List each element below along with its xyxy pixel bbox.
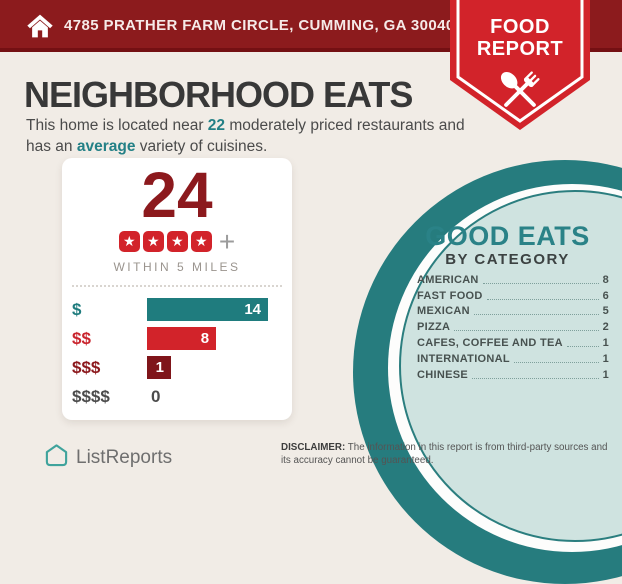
disclaimer-label: DISCLAIMER: (281, 442, 346, 453)
brand-name: ListReports (76, 447, 173, 468)
star-rating: ★ ★ ★ ★ + (62, 225, 292, 257)
dot-leader (482, 282, 599, 284)
restaurant-count: 24 (141, 159, 213, 231)
category-label: PIZZA (417, 321, 451, 334)
dot-leader (472, 377, 599, 379)
category-value: 8 (602, 273, 609, 286)
star-icon: ★ (190, 230, 212, 252)
dot-leader (486, 298, 599, 300)
listreports-brand: ListReports (44, 443, 172, 473)
plus-sign: + (218, 225, 236, 257)
cuisine-category-list: AMERICAN 8 FAST FOOD 6 MEXICAN 5 PIZZA 2 CAFES, … (417, 270, 609, 381)
house-icon (26, 12, 54, 45)
star-icon: ★ (166, 230, 188, 252)
bar-row: $$ 8 (72, 324, 280, 353)
bar: 14 (147, 298, 268, 322)
disclaimer-text: The information in this report is from t… (281, 442, 608, 466)
restaurant-count-highlight: 22 (207, 117, 226, 134)
radius-caption: WITHIN 5 MILES (113, 260, 241, 275)
category-row: FAST FOOD 6 (417, 286, 609, 302)
category-row: CHINESE 1 (417, 365, 609, 381)
category-value: 1 (602, 336, 609, 349)
ribbon-title-line1: FOOD (490, 16, 550, 38)
bar-row: $$$ 1 (72, 353, 280, 382)
price-tier-label: $$ (72, 328, 91, 348)
bar-row: $14 (72, 295, 280, 324)
page-title: NEIGHBORHOOD EATS (24, 74, 413, 115)
category-value: 1 (602, 352, 609, 365)
category-value: 5 (602, 305, 609, 318)
ribbon-title-line2: REPORT (476, 38, 564, 60)
subtitle-text: This home is located near (26, 117, 208, 134)
utensils-icon (493, 64, 547, 123)
category-label: CAFES, COFFEE AND TEA (417, 336, 563, 349)
price-tier-bar-chart: $14 $$ 8 $$$ 1 $$$$ 0 (62, 295, 292, 411)
bar-track: 1 (147, 356, 280, 380)
bar-row: $$$$ 0 (72, 382, 280, 411)
category-value: 6 (602, 289, 609, 302)
dot-leader (473, 314, 599, 316)
ribbon-shape (450, 0, 590, 130)
bar-track: 8 (147, 327, 280, 351)
listreports-logo-icon (44, 443, 69, 473)
variety-highlight: average (76, 137, 136, 155)
subtitle-text: variety of cuisines. (135, 137, 268, 155)
card-divider (72, 285, 282, 288)
bar-track: 0 (147, 387, 280, 407)
zero-value-label: 0 (151, 386, 161, 406)
price-tier-label: $$$ (72, 357, 101, 377)
property-address: 4785 PRATHER FARM CIRCLE, CUMMING, GA 30… (64, 17, 455, 34)
bar-track: 14 (147, 298, 280, 322)
category-row: CAFES, COFFEE AND TEA 1 (417, 333, 609, 349)
bar: 1 (147, 356, 171, 380)
good-eats-title: GOOD EATS (425, 221, 590, 251)
disclaimer: DISCLAIMER: The information in this repo… (281, 442, 615, 468)
category-label: AMERICAN (417, 273, 479, 286)
category-row: MEXICAN 5 (417, 302, 609, 318)
bar: 8 (147, 327, 217, 351)
category-label: INTERNATIONAL (417, 352, 510, 365)
category-label: MEXICAN (417, 305, 470, 318)
price-tier-label: $ (72, 299, 82, 319)
page-subtitle: This home is located near 22 moderately … (26, 116, 474, 158)
category-row: INTERNATIONAL 1 (417, 349, 609, 365)
star-icon: ★ (118, 230, 140, 252)
dot-leader (513, 361, 599, 363)
category-row: AMERICAN 8 (417, 270, 609, 286)
food-report-ribbon: FOOD REPORT (450, 0, 590, 134)
category-value: 1 (602, 368, 609, 381)
good-eats-subtitle: BY CATEGORY (445, 251, 570, 268)
dot-leader (566, 345, 599, 347)
dot-leader (454, 330, 599, 332)
category-row: PIZZA 2 (417, 317, 609, 333)
category-value: 2 (602, 321, 609, 334)
star-icon: ★ (142, 230, 164, 252)
category-label: FAST FOOD (417, 289, 483, 302)
restaurant-stats-card: 24 ★ ★ ★ ★ + WITHIN 5 MILES $14 $$ 8 $$$ 1 $$$$ 0 (62, 158, 292, 420)
price-tier-label: $$$$ (72, 386, 110, 406)
subtitle-text: moderately priced restaurants and has an (26, 117, 465, 155)
category-label: CHINESE (417, 368, 468, 381)
